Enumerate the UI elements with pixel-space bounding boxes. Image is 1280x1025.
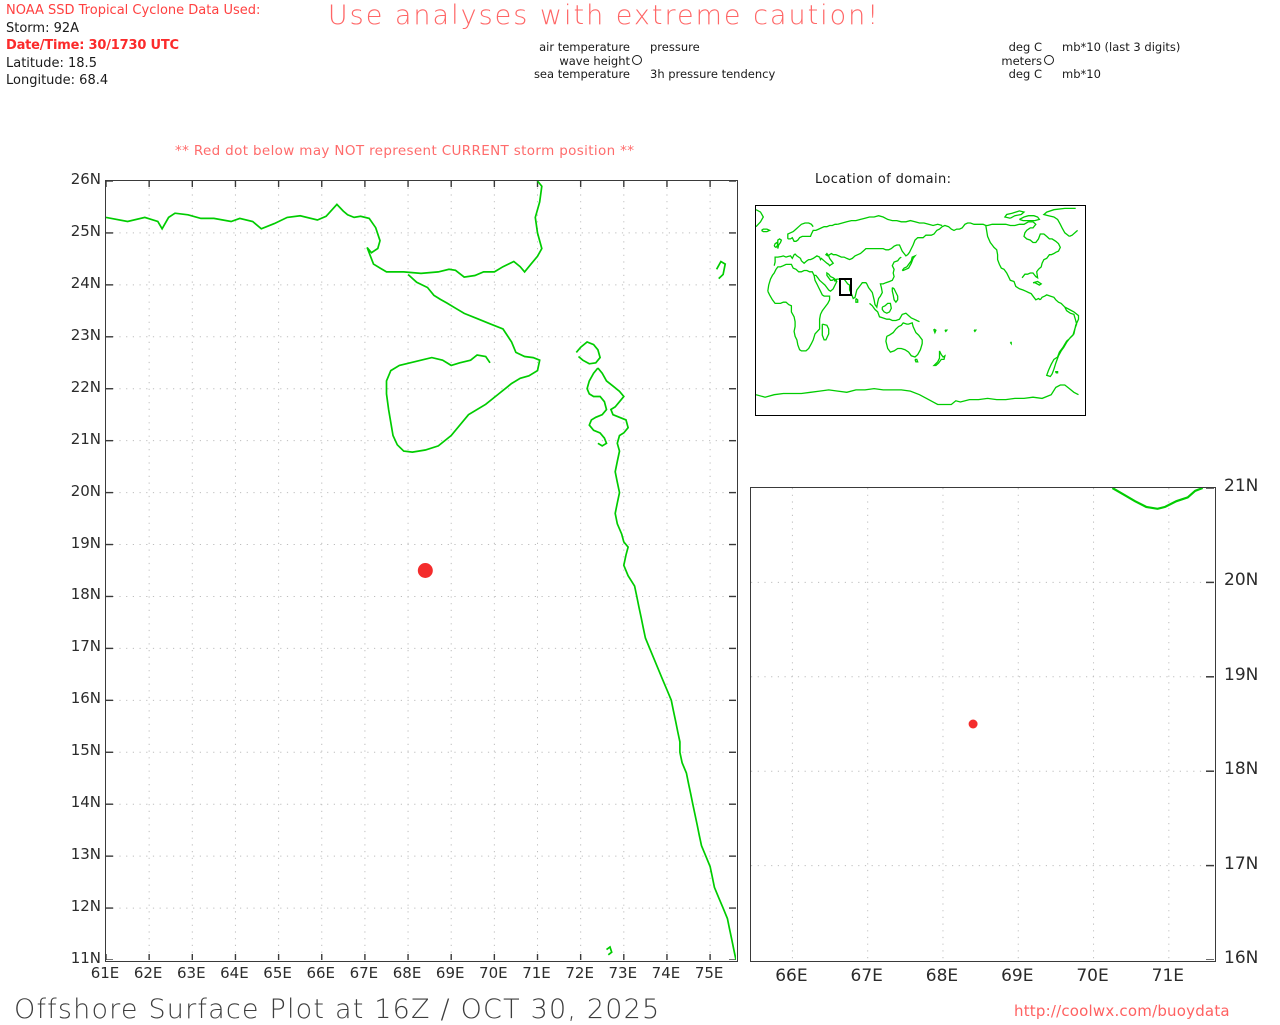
storm-dot-warning: ** Red dot below may NOT represent CURRE… (175, 143, 635, 159)
units-row-middle: meters (990, 53, 1242, 69)
main-y-tick-label: 16N (70, 689, 101, 708)
source-url[interactable]: http://coolwx.com/buoydata (1014, 1002, 1230, 1020)
main-map-canvas (106, 181, 736, 960)
legend-row-middle: wave height (522, 53, 860, 69)
station-model-legend: air temperature pressure wave height sea… (522, 40, 860, 82)
main-y-tick-label: 17N (70, 637, 101, 656)
caution-text: Use analyses with extreme caution! (327, 0, 881, 31)
main-x-tick-label: 69E (435, 964, 465, 982)
main-y-tick-label: 21N (70, 429, 101, 448)
locator-map-canvas (756, 207, 1080, 406)
legend-row-top: air temperature pressure (522, 40, 860, 55)
units-sea-temperature-label: deg C (1008, 67, 1042, 81)
zoom-x-tick-label: 69E (1001, 966, 1034, 986)
main-x-tick-label: 63E (177, 964, 206, 982)
main-y-tick-label: 13N (70, 845, 101, 864)
main-x-tick-label: 73E (608, 964, 638, 982)
zoom-x-tick-label: 70E (1076, 966, 1109, 986)
main-y-tick-label: 14N (70, 793, 101, 812)
zoom-y-tick-label: 21N (1224, 476, 1259, 496)
main-x-tick-label: 64E (220, 964, 249, 982)
storm-info-header: NOAA SSD Tropical Cyclone Data Used: Sto… (6, 2, 260, 90)
domain-extent-box (838, 277, 852, 297)
main-x-tick-label: 71E (522, 964, 551, 982)
main-x-tick-label: 74E (651, 964, 681, 982)
main-y-tick-label: 26N (70, 170, 101, 188)
zoom-y-tick-label: 19N (1224, 664, 1259, 685)
legend-wave-height-label: wave height (559, 53, 630, 68)
main-x-tick-label: 66E (306, 964, 336, 982)
page-title: Offshore Surface Plot at 16Z / OCT 30, 2… (14, 994, 661, 1025)
zoom-y-tick-label: 17N (1224, 853, 1259, 874)
main-x-tick-label: 70E (479, 964, 508, 982)
station-model-units-legend: deg C mb*10 (last 3 digits) meters deg C… (990, 40, 1242, 82)
main-y-tick-label: 19N (70, 533, 101, 552)
zoom-x-tick-label: 68E (925, 966, 959, 986)
zoom-map-canvas (751, 488, 1214, 960)
main-x-tick-label: 61E (90, 964, 120, 982)
units-row-bottom: deg C mb*10 (990, 67, 1242, 82)
inset-map-title: Location of domain: (815, 172, 952, 187)
legend-sea-temperature-label: sea temperature (533, 67, 630, 81)
station-circle-icon (630, 54, 644, 69)
station-circle-icon (1042, 54, 1056, 69)
storm-datetime-line: Date/Time: 30/1730 UTC (6, 38, 179, 53)
main-y-tick-label: 22N (70, 377, 101, 396)
main-y-tick-label: 24N (70, 273, 101, 292)
units-pressure-tendency-label: mb*10 (1062, 67, 1101, 81)
storm-longitude-line: Longitude: 68.4 (6, 73, 109, 88)
units-air-temperature-label: deg C (1008, 40, 1042, 54)
main-x-tick-label: 75E (694, 964, 724, 982)
main-x-tick-label: 62E (133, 964, 163, 982)
zoom-y-tick-label: 20N (1224, 570, 1259, 591)
legend-row-bottom: sea temperature 3h pressure tendency (522, 67, 860, 82)
zoom-x-tick-label: 67E (850, 966, 883, 986)
main-map-plot[interactable] (105, 180, 738, 962)
data-source-line: NOAA SSD Tropical Cyclone Data Used: (6, 3, 261, 18)
zoom-map-plot[interactable] (750, 487, 1216, 962)
zoom-x-tick-label: 66E (775, 966, 808, 986)
main-y-tick-label: 11N (70, 949, 101, 967)
main-x-tick-label: 72E (565, 964, 594, 982)
zoom-y-tick-label: 16N (1224, 948, 1259, 968)
storm-latitude-line: Latitude: 18.5 (6, 55, 97, 71)
caution-banner: Use analyses with extreme caution! (0, 0, 1280, 31)
legend-pressure-label: pressure (650, 40, 700, 54)
zoom-x-tick-label: 71E (1151, 966, 1185, 986)
main-y-tick-label: 18N (70, 585, 101, 604)
units-pressure-label: mb*10 (last 3 digits) (1062, 40, 1181, 54)
units-wave-height-label: meters (1001, 53, 1042, 68)
locator-map[interactable] (755, 205, 1086, 416)
zoom-y-tick-label: 18N (1224, 759, 1259, 780)
units-row-top: deg C mb*10 (last 3 digits) (990, 40, 1242, 55)
main-y-tick-label: 15N (70, 741, 101, 760)
storm-id-line: Storm: 92A (6, 20, 80, 36)
main-y-tick-label: 20N (70, 481, 101, 500)
main-x-tick-label: 67E (349, 964, 379, 982)
main-y-tick-label: 12N (70, 897, 101, 916)
legend-pressure-tendency-label: 3h pressure tendency (650, 67, 776, 81)
main-x-tick-label: 65E (263, 964, 292, 982)
main-x-tick-label: 68E (392, 964, 422, 982)
main-y-tick-label: 23N (70, 325, 101, 344)
main-y-tick-label: 25N (70, 221, 101, 240)
legend-air-temperature-label: air temperature (539, 40, 630, 54)
